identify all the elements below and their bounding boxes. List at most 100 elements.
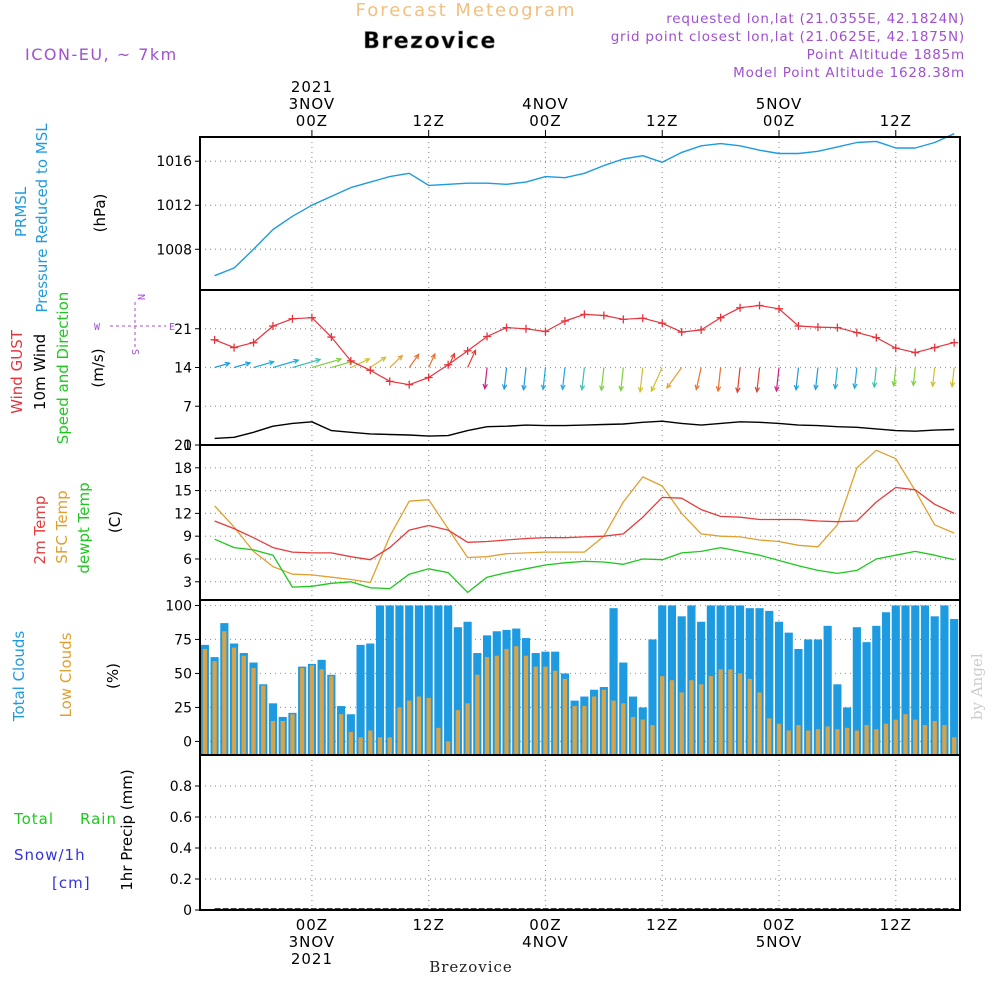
wind-arrow-head bbox=[774, 386, 780, 393]
wind-arrow-head bbox=[949, 381, 956, 388]
wind-arrow-head bbox=[715, 386, 722, 393]
gust-marker bbox=[716, 313, 725, 322]
wind-arrow bbox=[408, 353, 420, 368]
gust-marker bbox=[346, 356, 355, 365]
low-cloud-bar bbox=[728, 669, 733, 755]
total-cloud-bar bbox=[765, 610, 774, 755]
low-cloud-bar bbox=[767, 718, 772, 755]
gust-marker bbox=[444, 360, 453, 369]
total-cloud-bar bbox=[813, 639, 823, 755]
low-cloud-bar bbox=[932, 721, 937, 755]
low-cloud-bar bbox=[796, 725, 801, 755]
wind-arrow bbox=[775, 367, 780, 392]
wind-arrow bbox=[620, 367, 624, 391]
wind-arrow bbox=[951, 367, 955, 387]
wind-arrow bbox=[331, 360, 354, 369]
gust-marker bbox=[872, 333, 881, 342]
wind-arrow bbox=[292, 358, 321, 369]
wind-arrow bbox=[522, 367, 527, 390]
wind-arrow bbox=[893, 367, 897, 386]
low-cloud-bar bbox=[844, 727, 850, 755]
total-cloud-bar bbox=[463, 621, 472, 755]
low-cloud-bar bbox=[280, 721, 285, 755]
total-cloud-bar bbox=[950, 619, 959, 755]
gust-marker bbox=[560, 317, 569, 325]
credit: by Angel bbox=[968, 653, 986, 720]
gust-marker bbox=[210, 335, 219, 344]
low-cloud-bar bbox=[348, 731, 353, 755]
precip-ylabel: 1hr Precip (mm) bbox=[118, 769, 136, 890]
low-cloud-bar bbox=[212, 661, 217, 755]
pressure-label-b: Pressure Reduced to MSL bbox=[33, 123, 51, 313]
y-tick-label: 12 bbox=[174, 506, 192, 522]
wind-arrow-head bbox=[735, 387, 741, 394]
wind-arrow-head bbox=[397, 354, 404, 361]
low-cloud-bar bbox=[446, 741, 451, 755]
wind-arrow bbox=[233, 362, 251, 369]
y-tick-label: 21 bbox=[174, 438, 192, 454]
y-tick-label: 14 bbox=[174, 361, 192, 377]
time-tick-label-bottom: 00Z bbox=[763, 916, 795, 934]
wind-arrow-head bbox=[911, 380, 917, 387]
low-cloud-bar bbox=[640, 719, 645, 755]
compass-east: E bbox=[169, 322, 175, 333]
low-cloud-bar bbox=[942, 725, 947, 755]
total-cloud-bar bbox=[414, 605, 424, 755]
axis-labels: 1008101210160714213691215182102550751000… bbox=[156, 78, 911, 968]
compass-rose: N S W E bbox=[94, 294, 175, 355]
total-cloud-bar bbox=[940, 605, 949, 755]
sfc-temp-line bbox=[214, 449, 955, 584]
gust-marker bbox=[463, 346, 472, 355]
total-cloud-bar bbox=[395, 605, 404, 755]
wind-arrow bbox=[389, 355, 403, 368]
low-cloud-bar bbox=[913, 719, 918, 755]
low-cloud-bar bbox=[300, 667, 305, 755]
wind-arrow-head bbox=[501, 384, 508, 391]
gust-marker bbox=[891, 344, 900, 353]
point-altitude: Point Altitude 1885m bbox=[807, 47, 965, 63]
low-cloud-bar bbox=[319, 669, 324, 755]
gust-marker bbox=[736, 303, 745, 312]
low-cloud-bar bbox=[903, 714, 908, 755]
pressure-label-a: PRMSL bbox=[12, 186, 30, 237]
low-cloud-bar bbox=[222, 631, 227, 755]
wind-arrow bbox=[853, 367, 858, 389]
low-cloud-bar bbox=[397, 707, 402, 755]
y-tick-label: 50 bbox=[174, 666, 192, 682]
wind-arrow bbox=[639, 367, 644, 392]
wind-arrow bbox=[666, 367, 683, 389]
panel-frames bbox=[195, 130, 961, 911]
wind-arrow bbox=[912, 367, 916, 386]
y-tick-label: 21 bbox=[174, 322, 192, 338]
cloud-unit: (%) bbox=[104, 663, 122, 689]
total-cloud-bar bbox=[891, 605, 900, 755]
wind-arrow bbox=[932, 367, 936, 387]
requested-coords: requested lon,lat (21.0355E, 42.1824N) bbox=[666, 11, 965, 27]
dewpoint-line bbox=[214, 538, 955, 594]
temp-labels: 2m Temp SFC Temp dewpt Temp (C) bbox=[31, 482, 124, 573]
time-tick-label-top: 12Z bbox=[412, 112, 444, 130]
low-cloud-bar bbox=[455, 710, 461, 755]
gust-marker bbox=[249, 338, 258, 347]
gust-marker bbox=[658, 319, 667, 328]
gust-marker bbox=[521, 324, 530, 333]
rain-label-b: Rain bbox=[80, 810, 117, 828]
low-cloud-bar bbox=[806, 730, 811, 755]
snow-unit: [cm] bbox=[52, 874, 91, 892]
total-cloud-bar bbox=[385, 605, 394, 755]
speed-direction-label: Speed and Direction bbox=[54, 292, 72, 445]
gust-marker bbox=[230, 343, 239, 352]
wind-arrow-head bbox=[430, 352, 436, 359]
temp-2m-line bbox=[214, 486, 955, 561]
wind-arrow bbox=[467, 349, 477, 368]
gust-marker bbox=[813, 323, 822, 332]
wind-arrow-head bbox=[414, 353, 420, 360]
y-tick-label: 3 bbox=[183, 575, 192, 591]
wind-arrow-head bbox=[832, 383, 839, 390]
time-tick-label-bottom: 2021 bbox=[291, 950, 333, 968]
wind-arrow bbox=[253, 361, 274, 369]
total-cloud-bar bbox=[453, 627, 462, 755]
wind-arrow-head bbox=[364, 358, 371, 364]
wind-arrow bbox=[484, 367, 488, 389]
total-cloud-bar bbox=[804, 639, 813, 755]
